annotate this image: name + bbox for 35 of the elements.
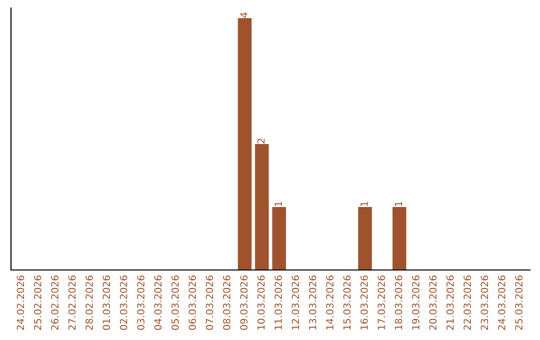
x-tick-label: 18.03.2026 [394,275,402,330]
x-tick-label: 22.03.2026 [464,275,471,330]
x-tick-label: 11.03.2026 [274,275,282,330]
data-label: 1 [360,202,368,206]
x-tick-label: 25.02.2026 [34,275,42,330]
data-label: 4 [240,12,248,18]
x-tick-label: 04.03.2026 [154,275,162,330]
data-label: 1 [274,202,282,206]
x-tick-label: 27.02.2026 [68,275,76,330]
x-tick-label: 24.02.2026 [16,275,24,330]
data-label: 2 [257,138,265,144]
x-tick-label: 07.03.2026 [206,275,214,330]
x-tick-label: 28.02.2026 [86,275,93,330]
data-label: 1 [394,202,402,206]
x-tick-label: 06.03.2026 [188,275,196,330]
x-tick-label: 25.03.2026 [515,275,523,330]
x-tick-label: 16.03.2026 [360,275,368,330]
x-tick-label: 26.02.2026 [51,275,59,330]
x-tick-label: 24.03.2026 [498,275,506,330]
x-tick-label: 01.03.2026 [102,275,110,330]
x-tick-label: 03.03.2026 [137,275,144,330]
x-tick-label: 17.03.2026 [378,275,386,330]
x-tick-label: 05.03.2026 [171,275,179,330]
x-tick-label: 23.03.2026 [480,275,488,330]
x-tick-label: 19.03.2026 [412,275,420,330]
x-tick-label: 12.03.2026 [292,275,300,330]
x-tick-label: 13.03.2026 [308,275,316,330]
x-tick-label: 09.03.2026 [240,275,248,330]
x-tick-label: 10.03.2026 [257,275,265,330]
x-tick-label: 08.03.2026 [223,275,230,330]
x-tick-label: 20.03.2026 [429,275,437,330]
x-tick-label: 21.03.2026 [446,275,454,330]
x-tick-label: 02.03.2026 [120,275,128,330]
x-tick-label: 15.03.2026 [343,275,351,330]
x-tick-label: 14.03.2026 [326,275,334,330]
